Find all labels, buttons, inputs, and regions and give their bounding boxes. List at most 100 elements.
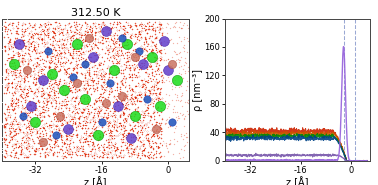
Point: [98, 114, 104, 117]
Point: [98, 80, 104, 83]
Point: [33, 38, 39, 41]
Point: [169, 121, 175, 124]
Point: [110, 101, 116, 104]
Point: [140, 112, 146, 115]
Point: [84, 149, 90, 152]
Point: [61, 111, 67, 114]
Point: [163, 103, 169, 106]
Point: [136, 32, 142, 35]
Point: [144, 144, 150, 147]
Point: [98, 40, 104, 43]
Point: [11, 155, 17, 158]
Point: [125, 141, 131, 144]
Point: [77, 28, 83, 31]
Point: [15, 134, 21, 137]
Point: [60, 112, 67, 115]
Point: [99, 76, 105, 79]
Point: [39, 147, 45, 150]
Point: [117, 131, 123, 134]
Point: [136, 98, 142, 101]
Point: [150, 71, 156, 74]
Point: [83, 152, 89, 155]
Point: [132, 33, 138, 36]
Point: [139, 129, 146, 132]
Point: [119, 147, 125, 150]
Point: [20, 68, 26, 71]
Point: [119, 123, 125, 126]
Point: [31, 122, 37, 125]
Point: [120, 24, 126, 27]
Point: [76, 56, 82, 59]
Point: [15, 127, 21, 130]
Point: [115, 119, 121, 122]
Point: [172, 50, 178, 53]
Point: [74, 151, 80, 154]
Point: [111, 152, 117, 155]
Point: [121, 118, 127, 121]
Point: [121, 36, 127, 39]
Point: [78, 38, 84, 41]
Point: [0, 130, 6, 133]
Point: [84, 75, 90, 78]
Point: [13, 41, 19, 44]
Point: [75, 149, 81, 152]
Point: [82, 47, 88, 50]
Point: [34, 123, 40, 126]
Point: [72, 70, 78, 73]
Point: [14, 143, 20, 146]
Point: [81, 57, 87, 60]
Point: [9, 45, 15, 48]
Point: [144, 36, 150, 39]
Point: [97, 63, 103, 66]
Point: [62, 120, 68, 123]
Point: [151, 99, 157, 102]
Point: [8, 126, 14, 129]
Point: [169, 85, 175, 88]
Point: [59, 131, 65, 134]
Point: [99, 87, 105, 90]
Point: [79, 123, 85, 126]
Point: [59, 155, 65, 158]
Point: [84, 72, 90, 75]
Point: [42, 132, 48, 135]
Point: [66, 38, 72, 41]
Point: [76, 138, 82, 141]
Point: [47, 31, 53, 34]
Point: [137, 147, 143, 150]
Point: [30, 41, 36, 44]
Point: [125, 75, 132, 78]
Point: [13, 96, 19, 99]
Point: [49, 96, 55, 99]
Point: [8, 39, 14, 42]
Point: [138, 30, 144, 33]
Point: [149, 132, 155, 135]
Point: [39, 39, 45, 42]
Point: [155, 68, 161, 71]
Point: [64, 71, 70, 74]
Point: [5, 24, 11, 27]
Point: [131, 58, 137, 61]
Point: [155, 79, 161, 82]
Point: [118, 54, 124, 57]
Point: [84, 100, 90, 103]
Point: [54, 61, 60, 64]
Point: [152, 97, 158, 100]
Point: [23, 26, 29, 29]
Point: [85, 84, 91, 87]
Point: [120, 105, 126, 108]
Point: [18, 150, 24, 153]
Point: [152, 60, 158, 63]
Point: [82, 98, 88, 101]
Point: [155, 144, 161, 147]
Point: [149, 92, 155, 95]
Point: [105, 78, 112, 81]
Point: [62, 105, 68, 108]
Point: [185, 101, 191, 104]
Point: [14, 155, 20, 158]
Point: [167, 38, 173, 41]
Point: [87, 32, 93, 35]
Point: [71, 21, 77, 24]
Point: [50, 31, 56, 34]
Point: [14, 51, 20, 54]
Point: [85, 38, 91, 41]
